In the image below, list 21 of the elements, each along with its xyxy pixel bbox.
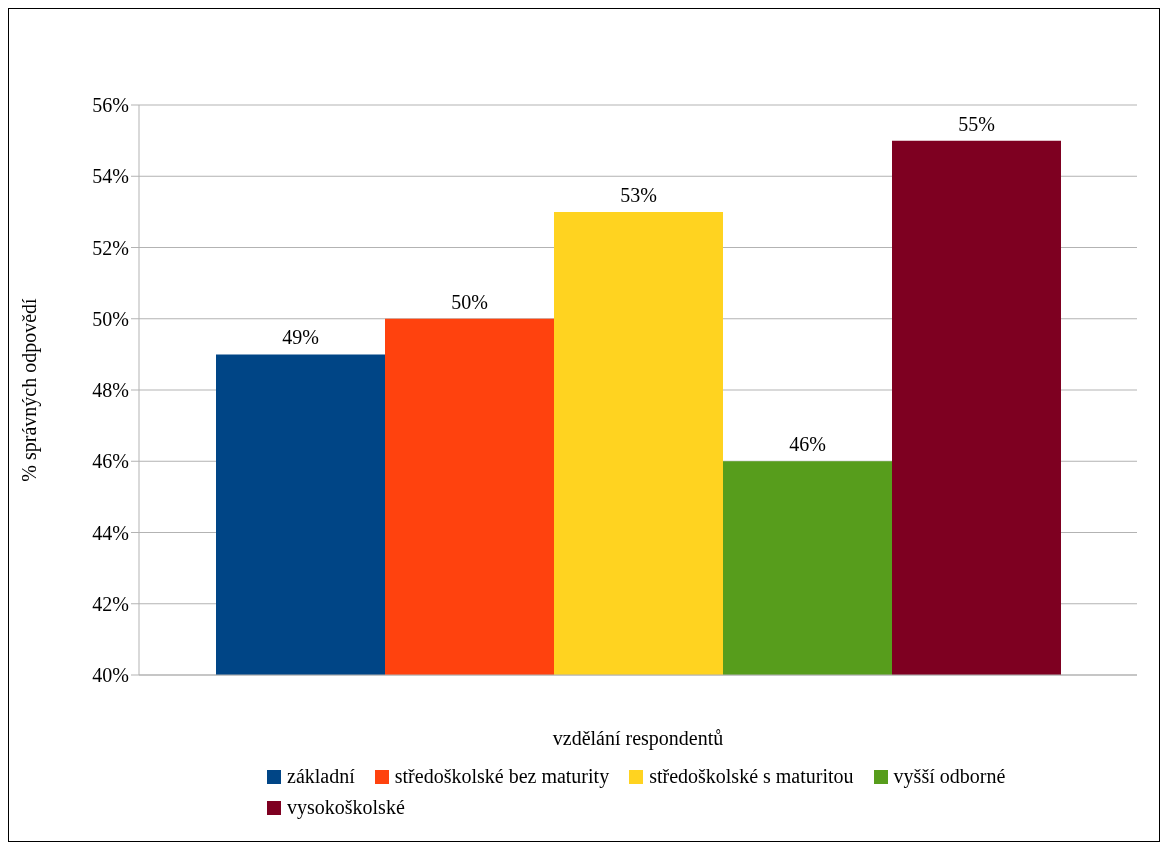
y-tick-label: 48% xyxy=(92,379,129,402)
y-tick-label: 46% xyxy=(92,450,129,473)
y-tick-label: 52% xyxy=(92,236,129,259)
data-label: 46% xyxy=(789,433,826,456)
x-axis-title: vzdělání respondentů xyxy=(552,727,724,750)
y-tick-label: 42% xyxy=(92,592,129,615)
legend-label: vyšší odborné xyxy=(893,765,1006,788)
y-axis-title: % správných odpovědí xyxy=(18,297,42,482)
y-tick-label: 56% xyxy=(92,94,129,117)
legend-label: vysokoškolské xyxy=(287,796,405,819)
y-tick-label: 50% xyxy=(92,307,129,330)
y-tick-label: 54% xyxy=(92,165,129,188)
legend-label: středoškolské s maturitou xyxy=(649,765,854,788)
legend-label: středoškolské bez maturity xyxy=(394,765,610,788)
y-tick-label: 44% xyxy=(92,521,129,544)
y-tick-label: 40% xyxy=(92,664,129,687)
data-label: 55% xyxy=(958,112,995,135)
data-label: 49% xyxy=(282,326,319,349)
legend-label: základní xyxy=(287,765,355,788)
data-label: 50% xyxy=(451,290,488,313)
data-label: 53% xyxy=(620,183,657,206)
